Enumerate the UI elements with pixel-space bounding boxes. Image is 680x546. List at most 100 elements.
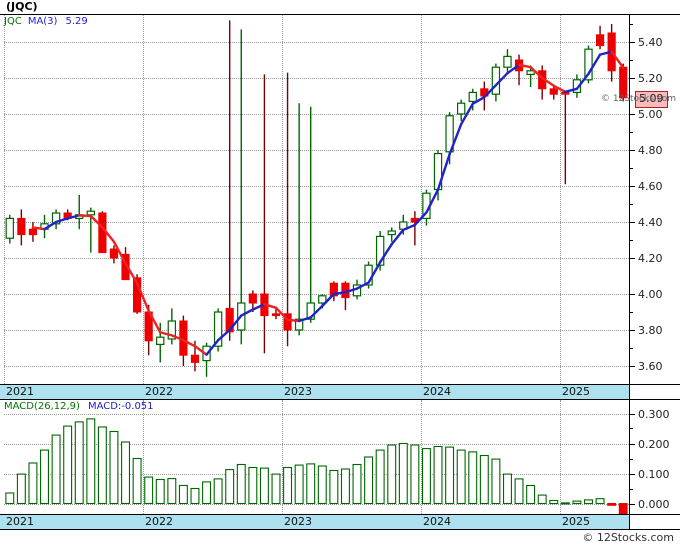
candle-body	[213, 311, 223, 347]
ma-line-segment	[274, 306, 289, 321]
ma-line-segment	[367, 260, 382, 284]
ma-line-segment	[448, 122, 463, 156]
macd-bar	[526, 484, 536, 505]
ma-line-segment	[321, 292, 336, 308]
macd-gridline-h	[4, 444, 629, 446]
price-gridline-h	[4, 330, 629, 332]
price-gridline-h	[4, 42, 629, 44]
candle-body	[225, 307, 234, 333]
price-axis-label: 5.00	[638, 108, 663, 121]
ma-line-segment	[31, 226, 46, 231]
macd-legend-name: MACD(26,12,9)	[4, 401, 80, 412]
ma-line-segment	[540, 76, 555, 88]
macd-gridline-h	[4, 414, 629, 416]
macd-bar	[28, 462, 38, 505]
macd-bar	[375, 449, 385, 505]
macd-bar	[190, 487, 200, 505]
macd-bar	[502, 473, 512, 505]
footer: © 12Stocks.com	[0, 530, 680, 546]
candle-body	[121, 253, 130, 281]
ma-line-segment	[494, 72, 509, 87]
price-gridline-h	[4, 150, 629, 152]
candle-body	[283, 313, 292, 331]
axis-spine	[629, 385, 630, 399]
macd-bar	[479, 454, 489, 505]
ma-line-segment	[390, 228, 405, 246]
price-axis-tick	[629, 42, 635, 43]
candle-body	[318, 295, 327, 304]
price-axis-right: 5.40 5.20 5.00 4.80 4.60 4.40 4.20 4.00 3.80 3.60…	[629, 15, 680, 384]
price-plot-area[interactable]	[4, 15, 629, 384]
macd-bar	[387, 444, 397, 505]
macd-panel: MACD(26,12,9) MACD:-0.051 0.300 0.200 0.100…	[0, 400, 680, 514]
macd-bar	[514, 478, 524, 505]
macd-histogram	[5, 418, 628, 514]
macd-bar	[51, 434, 61, 505]
macd-bar	[259, 467, 269, 505]
macd-bar	[225, 469, 235, 505]
price-axis-label: 4.00	[638, 288, 663, 301]
macd-bar	[5, 492, 15, 505]
price-axis-label: 3.80	[638, 324, 663, 337]
date-axis-label: 2025	[562, 515, 590, 528]
price-axis-minor-tick	[629, 168, 633, 169]
macd-bar	[445, 446, 455, 505]
macd-bar	[63, 425, 73, 505]
macd-axis-tick	[629, 474, 635, 475]
ma-line-segment	[43, 220, 58, 231]
ma-line-segment	[425, 188, 440, 214]
candle-body	[156, 336, 165, 346]
candle-body	[294, 318, 304, 331]
title-bar: (JQC)	[0, 0, 680, 15]
price-gridline-v	[560, 15, 562, 384]
price-axis-tick	[629, 330, 635, 331]
date-axis-price: 2021 2022 2023 2024 2025	[0, 384, 680, 400]
ma-line-segment	[135, 282, 150, 312]
price-axis-tick	[629, 186, 635, 187]
macd-bar	[155, 478, 165, 505]
macd-axis-minor-tick	[629, 428, 633, 429]
candle-body	[167, 320, 177, 340]
price-gridline-h	[4, 222, 629, 224]
macd-bar	[144, 476, 154, 505]
price-gridline-v	[282, 15, 284, 384]
price-axis-minor-tick	[629, 24, 633, 25]
ma-line-segment	[332, 291, 347, 296]
macd-bar	[584, 499, 593, 505]
macd-bar	[121, 441, 131, 505]
macd-bar	[306, 463, 316, 505]
macd-bar	[618, 503, 628, 514]
candle-body	[306, 302, 315, 320]
price-legend: JQC MA(3) 5.29	[4, 16, 88, 28]
ma-line-segment	[205, 339, 220, 356]
price-axis-tick	[629, 222, 635, 223]
date-axis-label: 2025	[562, 385, 590, 398]
macd-bar	[537, 494, 547, 505]
macd-axis-tick	[629, 504, 635, 505]
ma-line-segment	[112, 240, 127, 265]
date-axis-label: 2021	[6, 385, 34, 398]
macd-bar	[549, 499, 559, 505]
macd-bar	[236, 463, 246, 505]
macd-bar	[410, 444, 420, 505]
candle-body	[98, 212, 107, 254]
ma-line-segment	[251, 303, 266, 311]
macd-axis-minor-tick	[629, 459, 633, 460]
ma-line-segment	[193, 345, 208, 356]
macd-bar	[398, 442, 408, 505]
date-axis-label: 2024	[423, 385, 451, 398]
macd-bar	[132, 457, 142, 505]
macd-axis-tick	[629, 414, 635, 415]
macd-bar	[16, 473, 26, 505]
price-axis-tick	[629, 114, 635, 115]
axis-spine	[629, 400, 630, 514]
page-title: (JQC)	[6, 0, 38, 13]
macd-bar	[595, 498, 605, 505]
macd-plot-area[interactable]	[4, 400, 629, 514]
macd-axis-minor-tick	[629, 489, 633, 490]
price-axis-minor-tick	[629, 204, 633, 205]
candle-body	[86, 210, 95, 216]
price-gridline-h	[4, 294, 629, 296]
legend-value: 5.29	[65, 16, 88, 27]
macd-gridline-v	[282, 400, 284, 514]
